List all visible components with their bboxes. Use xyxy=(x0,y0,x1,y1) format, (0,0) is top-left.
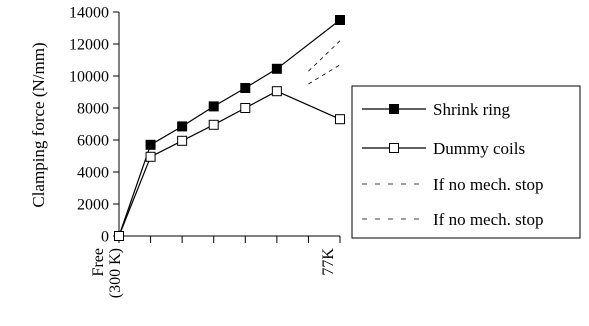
data-point xyxy=(145,151,156,162)
data-point xyxy=(335,15,345,25)
y-tick-label: 12000 xyxy=(69,37,109,54)
data-point xyxy=(208,119,219,130)
legend: Shrink ring Dummy coils If no mech. stop If… xyxy=(351,85,581,239)
y-tick-label: 4000 xyxy=(77,165,109,182)
data-point xyxy=(114,231,124,241)
y-axis-label: Clamping force (N/mm) xyxy=(29,42,48,207)
legend-marker xyxy=(389,104,399,114)
legend-label: If no mech. stop xyxy=(433,175,543,194)
data-point xyxy=(271,63,282,74)
data-point xyxy=(177,135,188,146)
data-point xyxy=(335,114,345,125)
series-lines xyxy=(114,15,345,241)
y-tick-label: 6000 xyxy=(77,133,109,150)
y-tick-label: 0 xyxy=(101,229,109,246)
legend-marker xyxy=(389,143,399,153)
series-line-1 xyxy=(118,90,341,237)
series-line-2 xyxy=(308,40,341,72)
series-line-3 xyxy=(308,64,341,85)
y-tick-label: 14000 xyxy=(69,5,109,22)
axes xyxy=(118,12,340,237)
legend-label: If no mech. stop xyxy=(433,210,543,229)
x-tick-label: Free xyxy=(90,248,107,276)
data-point xyxy=(145,139,156,150)
x-tick-label: 77K xyxy=(320,248,337,276)
data-point xyxy=(177,121,188,132)
data-point xyxy=(240,83,251,93)
x-ticks: Free (300 K) 77K xyxy=(90,236,341,298)
legend-label: Shrink ring xyxy=(433,100,510,119)
y-tick-label: 2000 xyxy=(77,197,109,214)
y-ticks: 0 2000 4000 6000 8000 10000 12000 14000 xyxy=(69,5,119,246)
y-tick-label: 10000 xyxy=(69,69,109,86)
legend-label: Dummy coils xyxy=(433,139,525,158)
data-point xyxy=(208,101,219,112)
series-line-0 xyxy=(118,19,341,237)
data-point xyxy=(271,86,282,97)
data-point xyxy=(240,103,251,113)
y-tick-label: 8000 xyxy=(77,101,109,118)
x-tick-label: (300 K) xyxy=(107,248,124,298)
